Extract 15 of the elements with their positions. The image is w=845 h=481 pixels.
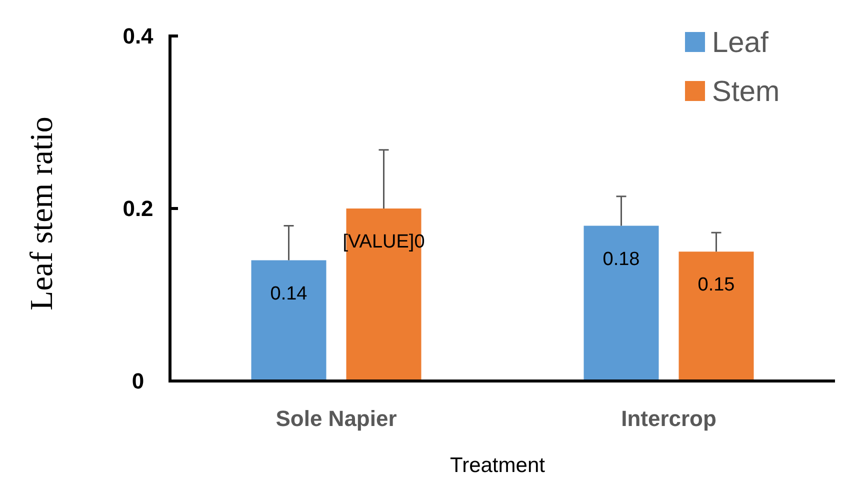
data-label: 0.15	[698, 274, 735, 296]
bar	[678, 252, 754, 381]
y-tick-label: 0	[132, 368, 144, 394]
data-label: 0.18	[602, 248, 640, 270]
y-axis-title: Leaf stem ratio	[23, 116, 59, 310]
legend-label: Stem	[712, 76, 780, 108]
x-tick-label: Sole Napier	[276, 406, 398, 431]
x-axis-title: Treatment	[450, 454, 546, 477]
data-label: 0.14	[270, 283, 308, 304]
y-tick-label: 0.4	[122, 24, 154, 49]
y-tick-label: 0.2	[122, 196, 154, 222]
legend-label: Leaf	[712, 27, 770, 60]
bar	[584, 226, 659, 381]
bar	[251, 260, 326, 381]
x-tick-label: Intercrop	[621, 406, 716, 431]
